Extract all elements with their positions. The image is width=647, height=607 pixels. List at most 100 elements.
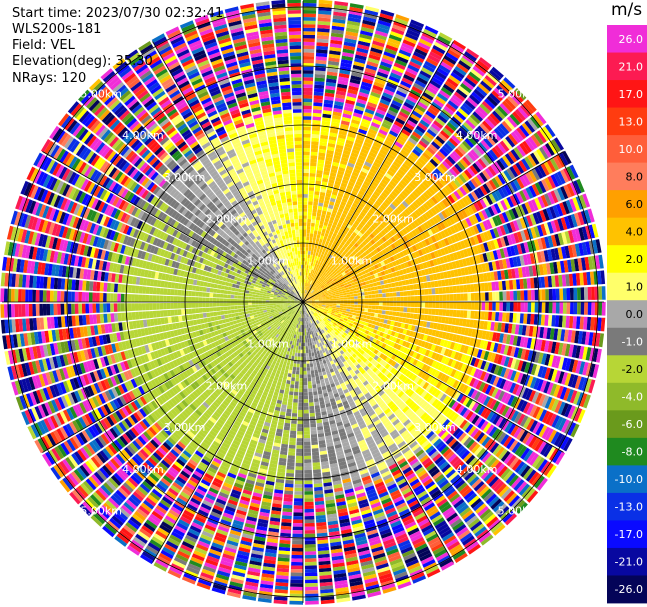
gate bbox=[320, 127, 330, 133]
gate bbox=[311, 277, 314, 281]
gate bbox=[431, 170, 441, 179]
gate bbox=[316, 166, 324, 171]
gate bbox=[441, 108, 452, 118]
gate bbox=[314, 81, 325, 86]
gate bbox=[376, 197, 384, 204]
gate bbox=[481, 292, 486, 301]
gate bbox=[435, 294, 440, 301]
gate bbox=[321, 213, 326, 219]
gate bbox=[405, 67, 418, 76]
gate bbox=[392, 123, 402, 132]
gate bbox=[340, 123, 349, 129]
gate bbox=[312, 127, 320, 132]
gate bbox=[437, 132, 448, 142]
gate bbox=[385, 136, 395, 144]
gate bbox=[303, 211, 308, 216]
gate bbox=[419, 119, 430, 128]
gate bbox=[307, 283, 309, 287]
gate bbox=[390, 163, 399, 171]
gate bbox=[313, 270, 317, 275]
gate bbox=[359, 151, 368, 158]
gate bbox=[322, 117, 331, 122]
gate bbox=[306, 268, 308, 273]
gate bbox=[453, 91, 466, 102]
gate bbox=[379, 223, 386, 230]
gate bbox=[352, 115, 362, 122]
gate bbox=[424, 149, 434, 158]
gate bbox=[312, 262, 316, 267]
gate bbox=[307, 381, 312, 385]
gate bbox=[367, 57, 380, 65]
gate bbox=[341, 179, 349, 185]
gate bbox=[319, 220, 324, 225]
gate bbox=[584, 287, 588, 300]
gate bbox=[360, 26, 374, 34]
gate bbox=[389, 292, 394, 297]
gate bbox=[460, 82, 472, 94]
gate bbox=[378, 16, 393, 24]
gate bbox=[384, 116, 395, 124]
gate bbox=[420, 35, 434, 44]
gate bbox=[309, 276, 311, 281]
gate bbox=[304, 298, 307, 301]
gate bbox=[382, 306, 387, 311]
gate bbox=[319, 145, 327, 150]
gate bbox=[338, 130, 348, 136]
gate bbox=[505, 312, 510, 323]
gate bbox=[534, 302, 539, 313]
gate bbox=[330, 194, 337, 200]
gate bbox=[310, 148, 318, 153]
gate bbox=[326, 153, 334, 159]
gate bbox=[328, 139, 336, 145]
gate bbox=[473, 311, 478, 319]
gate bbox=[370, 121, 381, 129]
gate bbox=[317, 28, 330, 33]
gate bbox=[311, 222, 315, 227]
gate bbox=[309, 258, 312, 263]
gate bbox=[321, 262, 325, 267]
gate bbox=[312, 112, 322, 117]
gate bbox=[340, 299, 344, 302]
gate bbox=[315, 66, 326, 72]
gate bbox=[345, 99, 356, 105]
gate bbox=[353, 168, 361, 174]
gate bbox=[313, 98, 323, 103]
gate bbox=[321, 270, 325, 275]
gate bbox=[342, 292, 347, 296]
gate bbox=[303, 296, 305, 301]
gate bbox=[303, 243, 306, 248]
gate bbox=[346, 308, 351, 312]
gate bbox=[363, 141, 372, 148]
gate bbox=[310, 151, 318, 156]
gate bbox=[353, 310, 358, 313]
gate bbox=[374, 78, 386, 85]
gate bbox=[351, 71, 363, 78]
gate bbox=[446, 121, 457, 132]
gate bbox=[336, 296, 340, 299]
gate bbox=[527, 290, 532, 301]
gate bbox=[329, 50, 341, 56]
gate bbox=[431, 76, 444, 86]
gate bbox=[344, 102, 355, 109]
gate bbox=[485, 302, 489, 311]
gate bbox=[336, 298, 341, 300]
gate bbox=[401, 128, 411, 137]
gate bbox=[315, 267, 318, 272]
gate bbox=[408, 154, 417, 163]
gate bbox=[406, 312, 411, 319]
gate bbox=[358, 174, 366, 181]
gate bbox=[380, 61, 392, 69]
gate bbox=[328, 60, 340, 66]
gate bbox=[331, 270, 336, 275]
gate bbox=[303, 190, 308, 195]
gate bbox=[401, 77, 414, 86]
gate bbox=[308, 197, 314, 202]
gate bbox=[308, 190, 314, 195]
gate bbox=[372, 118, 382, 126]
gate bbox=[303, 282, 305, 287]
gate bbox=[566, 288, 571, 301]
gate bbox=[427, 54, 441, 64]
gate bbox=[451, 116, 462, 126]
gate bbox=[305, 290, 307, 294]
gate bbox=[406, 95, 418, 104]
